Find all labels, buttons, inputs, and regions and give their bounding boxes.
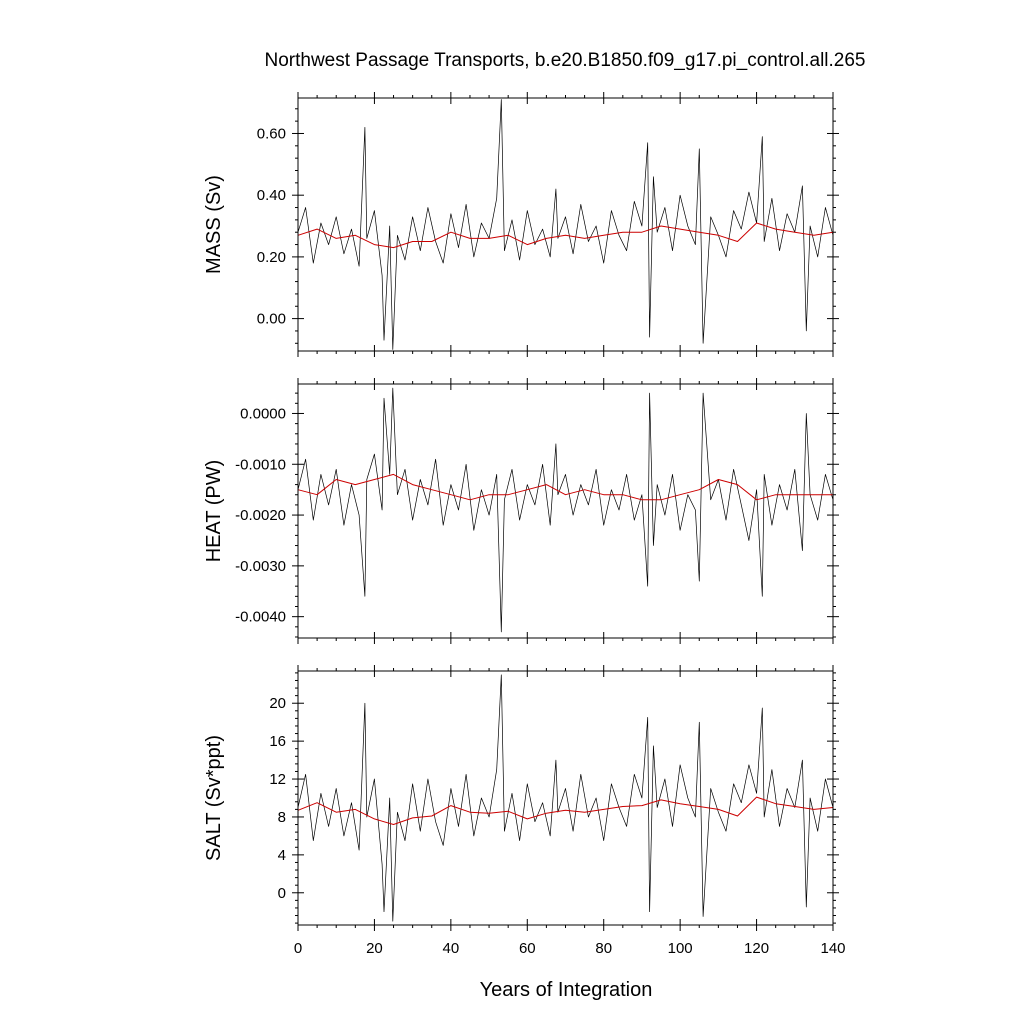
mass-y-tick-label: 0.40 <box>257 187 286 204</box>
salt-y-tick-label: 0 <box>278 885 286 902</box>
salt-x-tick-label: 120 <box>744 940 769 957</box>
salt-y-axis-label: SALT (Sv*ppt) <box>203 735 225 861</box>
salt-x-tick-label: 100 <box>668 940 693 957</box>
mass-series-annual <box>297 222 834 249</box>
salt-y-tick-label: 16 <box>269 733 286 750</box>
mass-y-axis-label: MASS (Sv) <box>203 175 225 274</box>
salt-series-monthly <box>297 674 834 922</box>
heat-y-tick-label: -0.0020 <box>235 507 286 524</box>
heat-y-tick-label: -0.0010 <box>235 456 286 473</box>
salt-y-tick-label: 12 <box>269 771 286 788</box>
heat-series-annual <box>297 473 833 501</box>
salt-y-tick-label: 20 <box>269 695 286 712</box>
heat-panel: -0.0040 -0.0030 -0.0020 -0.0010 0.0000 HEAT (… <box>203 378 839 644</box>
mass-y-tick-label: 0.20 <box>257 249 286 266</box>
salt-x-tick-label: 20 <box>366 940 383 957</box>
heat-plot-frame <box>297 383 834 639</box>
mass-y-tick-label: 0.00 <box>257 311 286 328</box>
heat-y-tick-label: -0.0030 <box>235 558 286 575</box>
heat-y-tick-label: -0.0040 <box>235 609 286 626</box>
mass-panel: 0.00 0.20 0.40 0.60 MASS (Sv) <box>203 92 839 357</box>
salt-panel: 0 20 40 60 80 100 120 140 0 4 8 12 16 20 SALT (Sv*ppt) <box>203 665 846 957</box>
x-axis-label: Years of Integration <box>480 979 653 1001</box>
mass-series-monthly <box>297 99 834 350</box>
mass-y-tick-label: 0.60 <box>257 125 286 142</box>
mass-plot-frame <box>297 97 834 352</box>
heat-series-monthly <box>297 387 834 633</box>
salt-x-tick-label: 140 <box>820 940 845 957</box>
heat-y-axis-label: HEAT (PW) <box>203 460 225 563</box>
heat-y-tick-label: 0.0000 <box>240 405 286 422</box>
salt-series-annual <box>297 796 834 825</box>
salt-x-tick-label: 60 <box>519 940 536 957</box>
chart-title: Northwest Passage Transports, b.e20.B185… <box>265 50 866 71</box>
salt-plot-frame <box>297 670 834 926</box>
salt-y-tick-label: 4 <box>278 847 286 864</box>
salt-y-tick-label: 8 <box>278 809 286 826</box>
salt-x-tick-label: 80 <box>595 940 612 957</box>
salt-x-tick-label: 40 <box>443 940 460 957</box>
salt-x-tick-label: 0 <box>294 940 302 957</box>
